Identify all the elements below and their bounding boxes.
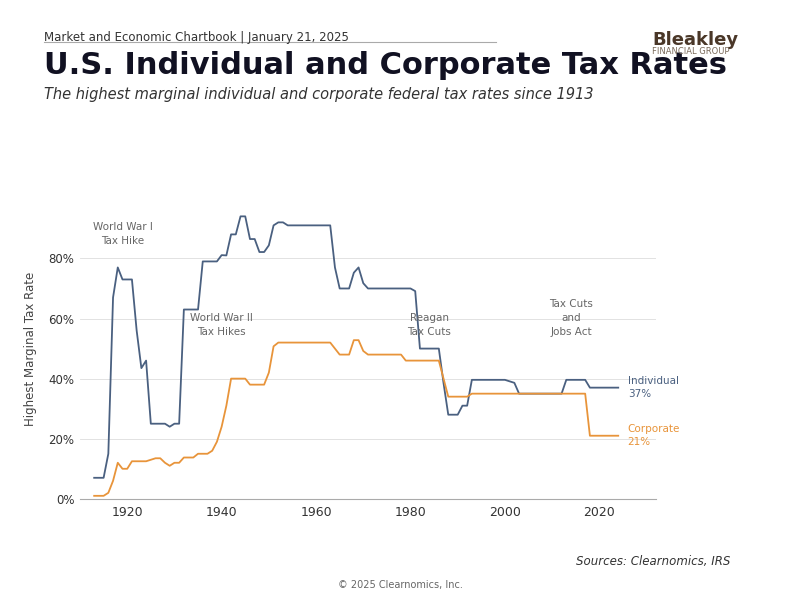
Text: World War I
Tax Hike: World War I Tax Hike	[93, 222, 153, 246]
Text: Tax Cuts
and
Jobs Act: Tax Cuts and Jobs Act	[549, 299, 593, 337]
Text: U.S. Individual and Corporate Tax Rates: U.S. Individual and Corporate Tax Rates	[44, 51, 727, 80]
Text: Individual
37%: Individual 37%	[628, 376, 678, 399]
Text: The highest marginal individual and corporate federal tax rates since 1913: The highest marginal individual and corp…	[44, 87, 594, 102]
Text: Corporate
21%: Corporate 21%	[628, 424, 680, 447]
Text: Sources: Clearnomics, IRS: Sources: Clearnomics, IRS	[576, 555, 730, 568]
Text: © 2025 Clearnomics, Inc.: © 2025 Clearnomics, Inc.	[338, 580, 462, 590]
Text: Market and Economic Chartbook | January 21, 2025: Market and Economic Chartbook | January …	[44, 31, 349, 44]
Text: Reagan
Tax Cuts: Reagan Tax Cuts	[407, 313, 451, 337]
Y-axis label: Highest Marginal Tax Rate: Highest Marginal Tax Rate	[24, 272, 38, 426]
Text: FINANCIAL GROUP: FINANCIAL GROUP	[652, 47, 730, 56]
Text: World War II
Tax Hikes: World War II Tax Hikes	[190, 313, 253, 337]
Text: Bleakley: Bleakley	[652, 31, 738, 49]
